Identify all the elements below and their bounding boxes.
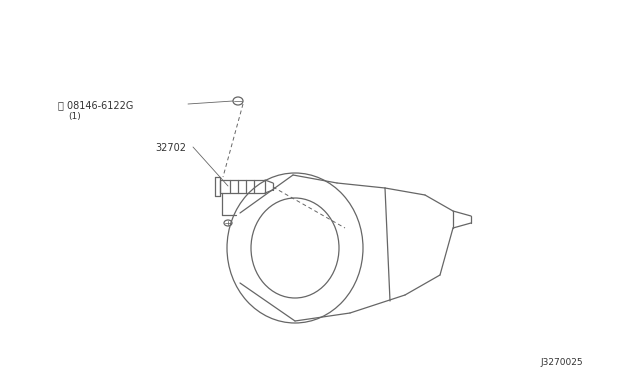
Text: (1): (1): [68, 112, 81, 121]
Bar: [220, 180, 265, 193]
Text: J3270025: J3270025: [540, 358, 582, 367]
Text: Ⓑ 08146-6122G: Ⓑ 08146-6122G: [58, 100, 133, 110]
Text: 32702: 32702: [155, 143, 186, 153]
